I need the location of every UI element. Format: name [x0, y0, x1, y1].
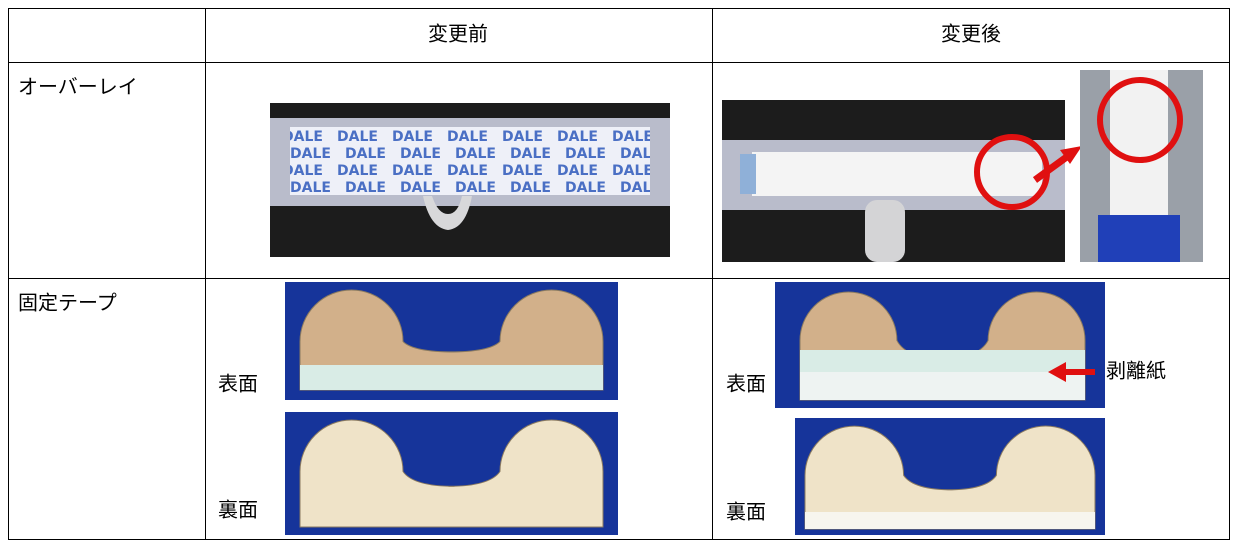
photo-text: DALE	[345, 180, 386, 196]
photo-text: DALE	[447, 163, 488, 179]
side-label: 裏面	[726, 500, 766, 524]
row-label: オーバーレイ	[18, 75, 138, 99]
clip	[865, 200, 905, 262]
photo-text: DALE	[455, 180, 496, 196]
strip	[800, 350, 1085, 372]
header-before: 変更前	[428, 22, 488, 46]
strap	[752, 152, 1042, 196]
photo-text: DALE	[612, 129, 653, 145]
photo-text: DALE	[502, 129, 543, 145]
photo-text: DALE	[455, 146, 496, 162]
arrow	[1032, 153, 1071, 183]
photo-text: DALE	[392, 129, 433, 145]
side-label: 裏面	[218, 498, 258, 522]
photo-text: DALE	[620, 146, 661, 162]
photo-text: DALE	[612, 163, 653, 179]
tab	[740, 154, 756, 194]
photo-text: DALE	[565, 180, 606, 196]
liner	[800, 372, 1085, 400]
liner	[805, 512, 1095, 529]
table-border	[8, 8, 1230, 540]
photo-text: DALE	[290, 180, 331, 196]
photo-text: DALE	[400, 146, 441, 162]
table-grid	[8, 8, 1230, 540]
photo-text: DALE	[345, 146, 386, 162]
photo-text: DALE	[620, 180, 661, 196]
strip	[300, 365, 603, 390]
photo-text: DALE	[502, 163, 543, 179]
tape-shape	[299, 419, 604, 528]
arrow-head	[1048, 362, 1066, 382]
photo-text: DALE	[510, 146, 551, 162]
side-label: 表面	[218, 372, 258, 396]
header-after: 変更後	[941, 22, 1001, 46]
annotation: 剥離紙	[1106, 359, 1166, 383]
strip	[290, 127, 650, 195]
side-label: 表面	[726, 372, 766, 396]
photo-text: DALE	[282, 129, 323, 145]
photo-text: DALE	[557, 129, 598, 145]
photo-text: DALE	[447, 129, 488, 145]
photo-text: DALE	[282, 163, 323, 179]
velcro	[1098, 215, 1180, 262]
photo-text: DALE	[400, 180, 441, 196]
photo-text: DALE	[557, 163, 598, 179]
photo-text: DALE	[392, 163, 433, 179]
highlight-circle	[1097, 77, 1183, 163]
photo-text: DALE	[290, 146, 331, 162]
photo-text: DALE	[510, 180, 551, 196]
photo-text: DALE	[337, 129, 378, 145]
photo-text: DALE	[337, 163, 378, 179]
tape-shape	[804, 425, 1096, 530]
arrow-head	[1060, 146, 1082, 164]
photo-text: DALE	[565, 146, 606, 162]
clip	[423, 196, 472, 230]
row-label: 固定テープ	[18, 291, 117, 315]
